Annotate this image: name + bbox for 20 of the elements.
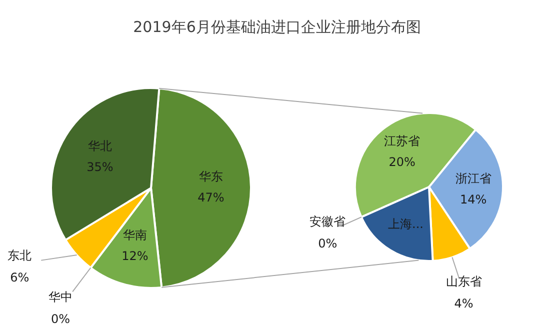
- data-label: 20%: [388, 155, 416, 170]
- legend-label: 华中: [48, 290, 73, 304]
- chart-title: 2019年6月份基础油进口企业注册地分布图: [133, 18, 421, 36]
- slice-label: 浙江省: [455, 171, 492, 186]
- slice-label: 东北: [8, 248, 32, 263]
- category-label: 安徽省: [310, 214, 346, 228]
- data-label: 6%: [10, 270, 30, 285]
- slice-label: 华南: [122, 228, 147, 242]
- slice-label: 山东省: [446, 274, 482, 289]
- text: 0%: [318, 236, 338, 250]
- text: 0%: [50, 312, 70, 326]
- data-label: 14%: [460, 192, 487, 206]
- slice-label: 江苏省: [384, 134, 420, 148]
- slice-label: 华东: [198, 170, 223, 184]
- data-label: 12%: [122, 249, 148, 264]
- data-label: 47%: [198, 190, 224, 205]
- data-label: 35%: [86, 160, 114, 174]
- slice-label: 上海...: [388, 217, 424, 232]
- slice-label: 华北: [88, 138, 112, 153]
- data-label: 4%: [454, 296, 474, 311]
